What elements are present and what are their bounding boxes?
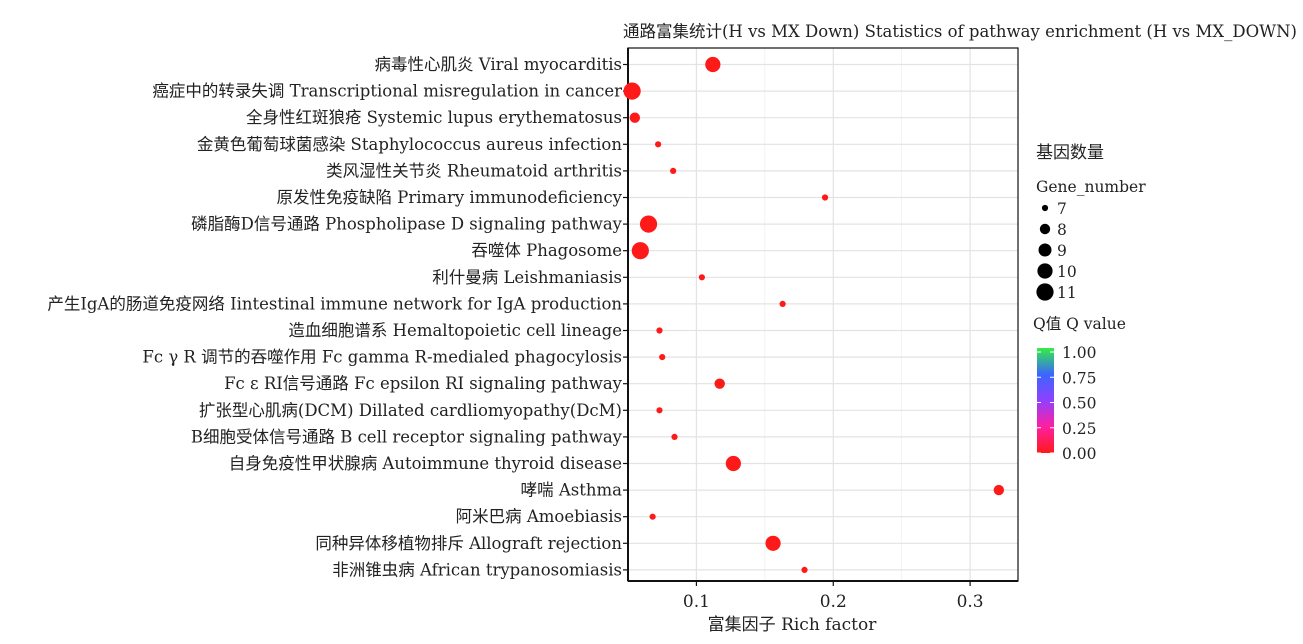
data-point [659, 354, 666, 361]
y-tick-label: 非洲锥虫病 African trypanosomiasis [332, 560, 622, 579]
y-axis-ticks: 病毒性心肌炎 Viral myocarditis 癌症中的转录失调 Transcr… [47, 55, 628, 579]
grid-lines [628, 48, 1018, 581]
size-legend-label: 8 [1057, 221, 1067, 239]
size-legend: 基因数量 Gene_number 7 8 9 10 11 [1036, 143, 1146, 302]
data-point [801, 566, 808, 574]
x-tick-label: 0.2 [820, 592, 847, 612]
size-legend-label: 10 [1057, 263, 1077, 281]
color-legend-ticks: 1.00 0.75 0.50 0.25 0.00 [1037, 344, 1097, 463]
color-legend-gradient-bar [1037, 348, 1054, 453]
data-point [656, 407, 663, 414]
data-point [725, 455, 741, 472]
data-point [649, 513, 656, 520]
color-legend-title: Q值 Q value [1033, 315, 1126, 333]
data-point [714, 378, 725, 389]
data-point [629, 112, 641, 123]
y-tick-label: 病毒性心肌炎 Viral myocarditis [375, 55, 622, 74]
data-points [623, 56, 1005, 574]
size-legend-label: 11 [1057, 284, 1077, 302]
y-tick-label: B细胞受体信号通路 B cell receptor signaling path… [191, 427, 623, 446]
data-point [698, 274, 705, 281]
chart-title: 通路富集统计(H vs MX Down) Statistics of pathw… [623, 22, 1297, 41]
y-tick-label: 全身性红斑狼疮 Systemic lupus erythematosus [246, 108, 622, 127]
plot-panel-border [627, 47, 1019, 582]
x-tick-label: 0.3 [957, 592, 984, 612]
color-legend-tick-label: 0.75 [1062, 369, 1097, 387]
data-point [765, 535, 781, 551]
data-point [655, 141, 662, 148]
y-tick-label: 吞噬体 Phagosome [471, 241, 622, 260]
x-axis-ticks: 0.1 0.2 0.3 [683, 581, 984, 612]
size-legend-title: Gene_number [1036, 178, 1146, 196]
y-tick-label: 癌症中的转录失调 Transcriptional misregulation i… [152, 82, 622, 101]
data-point [779, 300, 786, 307]
data-point [639, 215, 658, 233]
size-legend-title-cn: 基因数量 [1036, 143, 1104, 163]
size-legend-key [1041, 204, 1049, 212]
y-tick-label: 阿米巴病 Amoebiasis [456, 507, 622, 526]
color-legend-tick-label: 0.25 [1062, 420, 1097, 438]
y-tick-label: 原发性免疫缺陷 Primary immunodeficiency [276, 188, 622, 207]
data-point [623, 82, 641, 100]
data-point [993, 484, 1005, 496]
size-legend-key [1036, 283, 1054, 301]
size-legend-label: 9 [1057, 242, 1067, 260]
color-legend-tick-label: 1.00 [1062, 344, 1097, 362]
y-tick-label: 类风湿性关节炎 Rheumatoid arthritis [326, 161, 622, 180]
y-tick-label: Fc ε RI信号通路 Fc epsilon RI signaling path… [224, 374, 623, 393]
size-legend-items: 7 8 9 10 11 [1036, 200, 1077, 302]
data-point [631, 242, 649, 260]
y-tick-label: 磷脂酶D信号通路 Phospholipase D signaling pathw… [191, 215, 623, 234]
y-tick-label: 同种异体移植物排斥 Allograft rejection [315, 534, 622, 553]
size-legend-label: 7 [1057, 200, 1067, 218]
size-legend-key [1038, 243, 1052, 257]
data-point [821, 194, 829, 201]
y-tick-label: 自身免疫性甲状腺病 Autoimmune thyroid disease [229, 454, 622, 473]
size-legend-key [1039, 223, 1051, 235]
data-point [656, 327, 663, 334]
y-tick-label: 扩张型心肌病(DCM) Dillated cardliomyopathy(DcM… [199, 401, 622, 420]
color-legend: Q值 Q value 1.00 0.75 0.50 0.25 0.00 [1033, 315, 1126, 463]
y-tick-label: 造血细胞谱系 Hemaltopoietic cell lineage [288, 321, 622, 340]
data-point [705, 56, 721, 73]
data-point [670, 167, 677, 174]
size-legend-key [1037, 263, 1053, 279]
y-tick-label: Fc γ R 调节的吞噬作用 Fc gamma R-medialed phago… [142, 348, 622, 367]
y-tick-label: 哮喘 Asthma [521, 481, 623, 500]
y-tick-label: 产生IgA的肠道免疫网络 Iintestinal immune network … [47, 294, 622, 313]
color-legend-tick-label: 0.00 [1062, 445, 1097, 463]
y-tick-label: 利什曼病 Leishmaniasis [432, 268, 622, 287]
y-tick-label: 金黄色葡萄球菌感染 Staphylococcus aureus infectio… [197, 135, 623, 154]
x-axis-title: 富集因子 Rich factor [708, 615, 878, 635]
data-point [671, 433, 678, 440]
color-legend-tick-label: 0.50 [1062, 395, 1097, 413]
x-tick-label: 0.1 [683, 592, 710, 612]
